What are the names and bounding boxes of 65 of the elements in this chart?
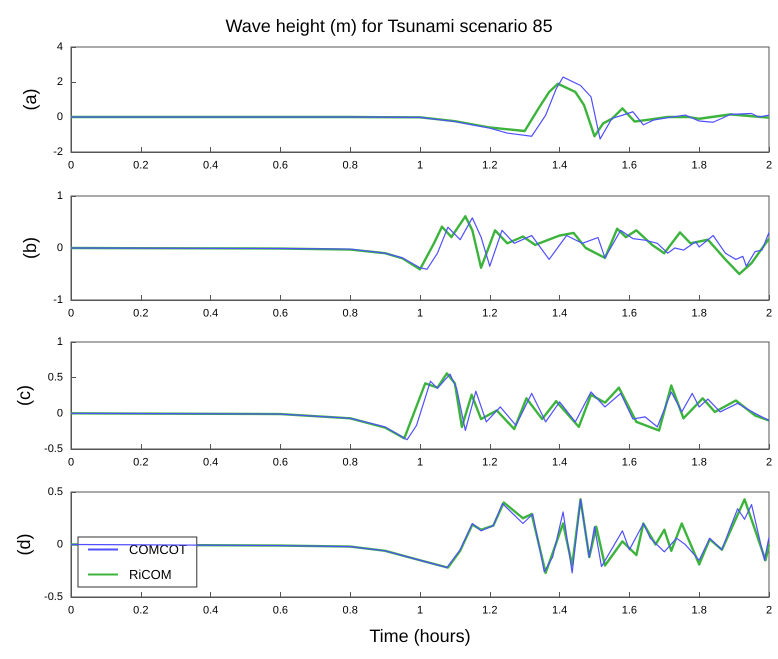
- x-tick-label: 1.2: [482, 160, 498, 172]
- x-tick-label: 0.2: [133, 160, 148, 172]
- x-tick-label: 0.8: [342, 160, 358, 172]
- x-tick-label: 0.6: [272, 308, 288, 320]
- x-tick-label: 1.4: [552, 160, 568, 172]
- y-tick-label: -0.5: [44, 443, 63, 455]
- x-tick-label: 1.4: [552, 456, 568, 468]
- y-tick-label: 1: [56, 336, 63, 348]
- y-tick-label: 0: [56, 242, 63, 254]
- y-tick-label: 4: [56, 41, 63, 53]
- x-tick-label: 1.2: [482, 308, 498, 320]
- x-tick-label: 1: [416, 160, 424, 172]
- x-tick-label: 0: [68, 308, 74, 320]
- y-tick-label: 0.5: [48, 486, 63, 498]
- x-tick-label: 0.4: [202, 308, 218, 320]
- x-tick-label: 0.8: [342, 456, 358, 468]
- x-tick-label: 1.6: [622, 160, 638, 172]
- x-tick-label: 0.4: [202, 160, 218, 172]
- x-tick-label: 0.8: [342, 604, 358, 616]
- x-tick-label: 2: [766, 604, 772, 616]
- x-tick-label: 1: [416, 604, 424, 616]
- x-tick-label: 0.4: [202, 456, 218, 468]
- x-tick-label: 1: [416, 456, 424, 468]
- legend-label: RiCOM: [129, 567, 172, 582]
- y-tick-label: 0: [56, 538, 63, 550]
- x-tick-label: 0.6: [272, 160, 288, 172]
- y-axis-title: (d): [14, 534, 34, 556]
- y-tick-label: -1: [53, 294, 63, 306]
- x-tick-label: 0: [68, 456, 74, 468]
- y-axis-title: (a): [20, 88, 40, 110]
- x-tick-label: 1.2: [482, 456, 498, 468]
- x-tick-label: 0.2: [133, 308, 148, 320]
- x-tick-label: 1.8: [692, 160, 707, 172]
- x-tick-label: 0.6: [272, 604, 288, 616]
- y-axis-title: (c): [14, 385, 34, 406]
- x-tick-label: 0.8: [342, 308, 358, 320]
- y-tick-label: 0: [56, 111, 63, 123]
- x-tick-label: 0.6: [272, 456, 288, 468]
- x-tick-label: 1.8: [692, 308, 707, 320]
- y-tick-label: 1: [56, 190, 63, 202]
- x-tick-label: 1: [416, 308, 424, 320]
- x-tick-label: 0: [68, 160, 74, 172]
- y-tick-label: -2: [53, 146, 63, 158]
- x-tick-label: 2: [766, 160, 772, 172]
- x-tick-label: 0.2: [133, 456, 148, 468]
- x-axis-title: Time (hours): [369, 626, 471, 646]
- y-tick-label: 2: [56, 76, 63, 88]
- x-tick-label: 1.8: [692, 604, 707, 616]
- x-tick-label: 1.4: [552, 308, 568, 320]
- x-tick-label: 2: [766, 308, 772, 320]
- x-tick-label: 0.2: [133, 604, 148, 616]
- chart-title: Wave height (m) for Tsunami scenario 85: [225, 16, 553, 36]
- x-tick-label: 1.6: [622, 604, 638, 616]
- y-axis-title: (b): [20, 237, 40, 259]
- x-tick-label: 0: [68, 604, 74, 616]
- y-tick-label: 0: [56, 407, 63, 420]
- x-tick-label: 1.8: [692, 456, 707, 468]
- y-tick-label: 0.5: [48, 372, 63, 384]
- x-tick-label: 1.4: [552, 604, 568, 616]
- x-tick-label: 1.6: [622, 456, 638, 468]
- x-tick-label: 1.2: [482, 604, 498, 616]
- x-tick-label: 1.6: [622, 308, 638, 320]
- y-tick-label: -0.5: [44, 591, 63, 603]
- x-tick-label: 0.4: [202, 604, 218, 616]
- x-tick-label: 2: [766, 456, 772, 468]
